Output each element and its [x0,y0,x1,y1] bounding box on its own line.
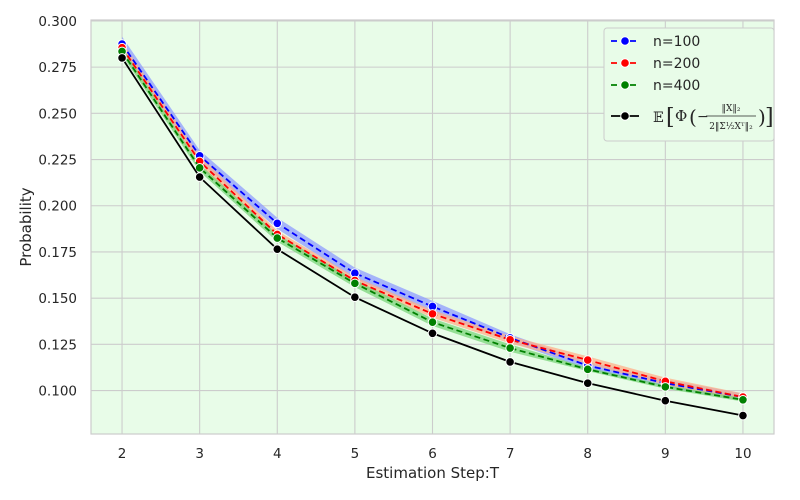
data-point [427,317,438,327]
series [117,53,748,421]
svg-text:Φ: Φ [675,107,687,125]
legend-marker [620,58,630,68]
y-tick-label: 0.200 [38,199,77,215]
data-point [350,292,360,303]
svg-text:[: [ [666,105,675,130]
data-point [738,410,748,421]
svg-text:]: ] [765,105,774,130]
y-tick-label: 0.275 [38,60,77,76]
series [117,46,748,405]
y-tick-label: 0.300 [38,14,77,30]
data-point [505,343,515,353]
data-point [194,172,205,182]
x-tick-label: 5 [351,446,360,462]
plot-frame [90,19,775,435]
data-point [582,364,593,375]
y-tick-label: 0.100 [38,384,77,400]
svg-text:(: ( [689,105,697,129]
data-point [117,53,127,63]
y-tick-label: 0.175 [38,245,77,261]
data-point [272,218,283,229]
legend: n=100 n=200 n=400 𝔼[Φ(− ‖X‖₂ 2‖Σ½Xᵀ‖₂)] [603,27,775,142]
x-tick-label: 9 [661,446,670,462]
legend-formula: 𝔼[Φ(− ‖X‖₂ 2‖Σ½Xᵀ‖₂)] [653,104,774,132]
legend-marker [620,111,630,121]
data-point [427,309,438,319]
data-point [660,382,671,392]
data-point [660,395,671,406]
y-tick-label: 0.250 [38,106,77,122]
data-point [272,244,283,254]
y-tick-label: 0.125 [38,337,77,353]
y-tick-label: 0.150 [38,291,77,307]
tick-labels: 2 3 4 5 6 7 8 9 10 0.100 0.125 0.150 0.175 0.200 0.225… [38,14,751,462]
data-point [505,334,515,345]
data-point [272,233,283,243]
x-tick-label: 10 [734,446,751,462]
svg-text:−: − [697,109,709,125]
x-tick-label: 6 [428,446,437,462]
y-axis-label: Probability [17,187,35,266]
svg-text:𝔼: 𝔼 [653,110,664,126]
x-axis-label: Estimation Step:T [366,464,500,482]
series-lines [117,39,748,421]
data-point [582,378,593,388]
x-tick-label: 8 [583,446,592,462]
data-point [582,355,593,365]
legend-marker [620,80,630,90]
legend-label: n=200 [653,56,700,72]
legend-marker [620,36,630,46]
legend-label: n=400 [653,78,700,94]
x-tick-label: 3 [195,446,204,462]
x-tick-label: 7 [506,446,515,462]
legend-box [603,27,775,142]
data-point [738,395,748,405]
svg-text:‖X‖₂: ‖X‖₂ [721,104,740,114]
data-point [350,278,360,289]
svg-text:2‖Σ½Xᵀ‖₂: 2‖Σ½Xᵀ‖₂ [709,121,753,132]
data-point [427,328,438,339]
x-tick-label: 4 [273,446,282,462]
y-tick-label: 0.225 [38,153,77,169]
data-point [505,357,515,367]
svg-text:): ) [758,105,766,129]
data-point [194,163,205,173]
legend-label: n=100 [653,34,700,50]
x-tick-label: 2 [118,446,127,462]
